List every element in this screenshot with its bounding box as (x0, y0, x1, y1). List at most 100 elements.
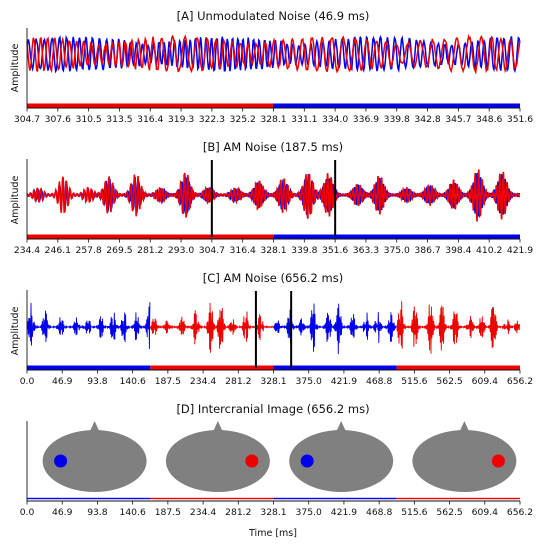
series-line (26, 169, 521, 222)
x-tick-label: 0.0 (20, 376, 35, 387)
sound-source-dot (245, 454, 259, 468)
series-line (149, 302, 274, 353)
x-tick-label: 313.5 (106, 114, 132, 125)
x-tick-label: 140.6 (119, 376, 145, 387)
x-tick-label: 316.4 (137, 114, 163, 125)
x-tick-label: 386.7 (414, 245, 440, 256)
series-line (396, 301, 521, 354)
x-tick-label: 515.6 (401, 507, 427, 518)
x-tick-label: 656.2 (507, 376, 533, 387)
x-tick-label: 562.5 (436, 507, 462, 518)
x-tick-label: 319.3 (168, 114, 194, 125)
segment-bar (273, 497, 397, 500)
segment-bar (27, 234, 274, 239)
x-tick-label: 310.5 (75, 114, 101, 125)
x-tick-label: 609.4 (472, 507, 498, 518)
x-tick-label: 339.8 (291, 245, 317, 256)
x-tick-label: 281.2 (137, 245, 163, 256)
panel-d-plot (27, 421, 520, 500)
x-tick-label: 46.9 (52, 507, 73, 518)
panel-b-plot (26, 160, 521, 239)
panel-c: [C] AM Noise (656.2 ms) Amplitude 0.0 46.… (10, 271, 533, 387)
nose-icon (89, 421, 100, 432)
panel-b: [B] AM Noise (187.5 ms) Amplitude 234.4 2… (10, 140, 533, 256)
nose-icon (459, 421, 470, 432)
x-tick-label: 345.7 (445, 114, 471, 125)
x-tick-label: 328.1 (260, 114, 286, 125)
x-tick-label: 336.9 (353, 114, 379, 125)
x-tick-label: 328.1 (260, 507, 286, 518)
skull-shape (289, 430, 394, 492)
sound-source-dot (54, 454, 68, 468)
panel-d-xlabel: Time [ms] (248, 528, 297, 539)
x-tick-label: 421.9 (507, 245, 533, 256)
x-tick-label: 421.9 (331, 507, 357, 518)
nose-icon (336, 421, 347, 432)
x-tick-label: 307.6 (45, 114, 71, 125)
head-icon (42, 421, 147, 492)
series-line (273, 303, 397, 355)
x-tick-label: 351.6 (507, 114, 533, 125)
x-tick-label: 328.1 (260, 376, 286, 387)
x-tick-label: 410.2 (476, 245, 502, 256)
x-tick-label: 331.1 (291, 114, 317, 125)
panel-d-title: [D] Intercranial Image (656.2 ms) (176, 402, 369, 416)
x-tick-label: 339.8 (384, 114, 410, 125)
x-tick-label: 257.8 (75, 245, 101, 256)
x-tick-label: 375.0 (384, 245, 410, 256)
x-tick-label: 316.4 (230, 245, 256, 256)
x-tick-label: 281.2 (225, 507, 251, 518)
x-tick-label: 304.7 (14, 114, 40, 125)
x-tick-label: 304.7 (199, 245, 225, 256)
x-tick-label: 269.5 (106, 245, 132, 256)
segment-bar (27, 365, 151, 370)
x-tick-label: 334.0 (322, 114, 348, 125)
x-tick-label: 0.0 (20, 507, 35, 518)
x-tick-label: 656.2 (507, 507, 533, 518)
head-icon (289, 421, 394, 492)
x-tick-label: 93.8 (87, 507, 108, 518)
segment-bar (27, 497, 151, 500)
panel-a: [A] Unmodulated Noise (46.9 ms) Amplitud… (10, 9, 533, 125)
x-tick-label: 328.1 (260, 245, 286, 256)
x-tick-label: 234.4 (190, 376, 216, 387)
x-tick-label: 609.4 (472, 376, 498, 387)
head-icon (165, 421, 270, 492)
series-line (26, 302, 151, 350)
x-tick-label: 515.6 (401, 376, 427, 387)
x-tick-label: 234.4 (14, 245, 40, 256)
segment-bar (273, 234, 520, 239)
x-tick-label: 140.6 (119, 507, 145, 518)
segment-bar (150, 497, 274, 500)
panel-c-plot (26, 291, 521, 370)
x-tick-label: 342.8 (414, 114, 440, 125)
skull-shape (165, 430, 270, 492)
x-tick-label: 187.5 (155, 376, 181, 387)
skull-shape (42, 430, 147, 492)
panel-a-ylabel: Amplitude (10, 44, 21, 93)
series-line (26, 33, 521, 75)
x-tick-label: 398.4 (445, 245, 471, 256)
skull-shape (412, 430, 517, 492)
x-tick-label: 375.0 (296, 507, 322, 518)
x-tick-label: 246.1 (45, 245, 71, 256)
x-tick-label: 375.0 (296, 376, 322, 387)
panel-a-title: [A] Unmodulated Noise (46.9 ms) (177, 9, 370, 23)
segment-bar (150, 365, 274, 370)
segment-bar (272, 103, 520, 108)
panel-a-plot (26, 33, 521, 108)
sound-source-dot (491, 454, 505, 468)
x-tick-label: 93.8 (87, 376, 108, 387)
segment-bar (273, 365, 397, 370)
x-tick-label: 468.8 (366, 376, 392, 387)
x-tick-label: 468.8 (366, 507, 392, 518)
segment-bar (396, 497, 520, 500)
x-tick-label: 322.3 (199, 114, 225, 125)
segment-bar (396, 365, 520, 370)
nose-icon (212, 421, 223, 432)
x-tick-label: 348.6 (476, 114, 502, 125)
panel-c-title: [C] AM Noise (656.2 ms) (203, 271, 343, 285)
x-tick-label: 351.6 (322, 245, 348, 256)
x-tick-label: 46.9 (52, 376, 73, 387)
